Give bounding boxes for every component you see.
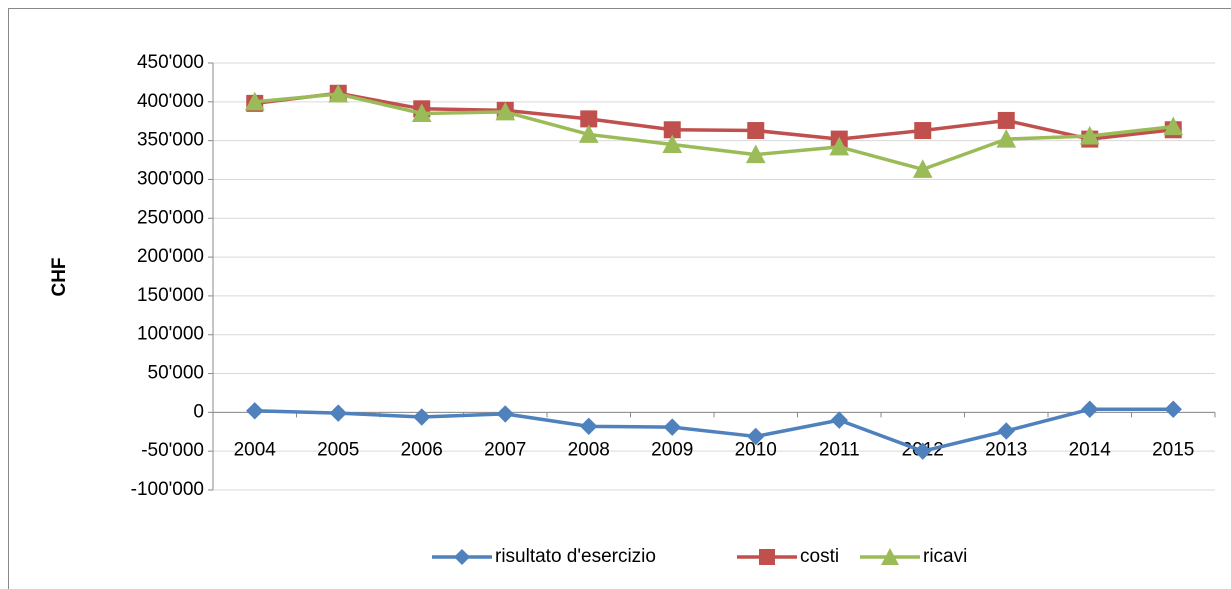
legend-label: risultato d'esercizio: [495, 546, 656, 567]
marker: [413, 408, 431, 426]
series-line: [254, 91, 1174, 141]
marker: [759, 549, 775, 565]
y-tick-label: 50'000: [148, 363, 204, 384]
series-line: [254, 92, 1174, 172]
marker: [1163, 116, 1184, 136]
legend-item: costi: [737, 546, 839, 567]
marker: [1081, 400, 1099, 418]
x-tick-label: 2007: [484, 439, 526, 460]
y-tick-label: -100'000: [131, 479, 204, 500]
legend-label: costi: [800, 546, 839, 567]
marker: [997, 422, 1015, 440]
y-tick-label: 350'000: [137, 130, 204, 151]
marker: [745, 144, 766, 164]
x-tick-label: 2013: [985, 439, 1027, 460]
marker: [996, 129, 1017, 148]
marker: [454, 549, 470, 565]
marker: [663, 418, 681, 436]
marker: [580, 417, 598, 436]
y-tick-label: 450'000: [137, 52, 204, 73]
x-tick-label: 2014: [1069, 439, 1112, 460]
chart-frame: [8, 8, 1231, 589]
marker: [747, 427, 765, 446]
legend-label: ricavi: [923, 546, 967, 567]
y-axis-title: CHF: [49, 257, 70, 296]
marker: [914, 122, 932, 140]
y-tick-label: 100'000: [137, 324, 204, 345]
marker: [1164, 400, 1182, 418]
y-tick-label: -50'000: [141, 440, 204, 461]
y-tick-label: 400'000: [137, 91, 204, 112]
marker: [881, 548, 899, 565]
series-line: [254, 407, 1174, 453]
marker: [578, 124, 599, 143]
marker: [662, 134, 683, 154]
marker: [328, 83, 349, 103]
marker: [244, 91, 265, 111]
marker: [747, 122, 765, 140]
marker: [246, 402, 264, 420]
marker: [997, 111, 1015, 129]
marker: [830, 411, 848, 429]
legend-item: ricavi: [860, 546, 967, 567]
x-tick-label: 2011: [819, 439, 860, 460]
y-tick-label: 150'000: [137, 285, 204, 306]
marker: [495, 101, 516, 121]
x-tick-label: 2008: [568, 439, 610, 460]
legend-item: risultato d'esercizio: [432, 546, 656, 567]
x-tick-label: 2004: [234, 439, 277, 460]
marker: [829, 136, 850, 156]
marker: [914, 442, 932, 460]
x-tick-label: 2015: [1152, 439, 1194, 460]
marker: [329, 404, 347, 422]
marker: [912, 159, 933, 178]
y-tick-label: 200'000: [137, 246, 204, 267]
x-tick-label: 2006: [401, 439, 443, 460]
x-tick-label: 2010: [735, 439, 777, 460]
x-tick-label: 2005: [317, 439, 359, 460]
x-tick-label: 2009: [651, 439, 693, 460]
y-tick-label: 0: [193, 401, 204, 422]
marker: [496, 405, 514, 423]
y-tick-label: 300'000: [137, 168, 204, 189]
y-tick-label: 250'000: [137, 207, 204, 228]
marker: [411, 103, 432, 122]
marker: [1079, 125, 1100, 145]
